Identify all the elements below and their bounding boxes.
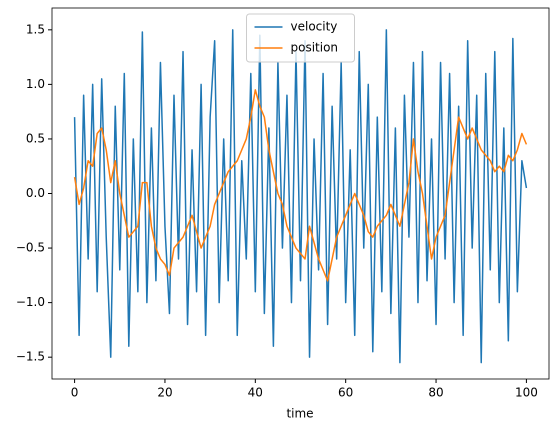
y-tick-label: −0.5: [16, 241, 45, 255]
x-tick-label: 20: [157, 386, 172, 400]
data-line: [73, 89, 528, 282]
legend-label: position: [291, 41, 339, 55]
legend-box: [246, 13, 355, 63]
x-axis-label: time: [286, 407, 313, 421]
y-tick-label: 0.5: [26, 131, 45, 145]
x-tick-label: 0: [71, 386, 79, 400]
x-tick-label: 80: [428, 386, 443, 400]
x-tick-label: 40: [248, 386, 263, 400]
axes-frame: [51, 7, 550, 380]
x-tick-label: 100: [515, 386, 538, 400]
y-tick-label: 0.0: [26, 186, 45, 200]
x-tick-label: 60: [338, 386, 353, 400]
y-tick-label: −1.0: [16, 295, 45, 309]
data-line: [73, 29, 528, 364]
legend-label: velocity: [291, 20, 338, 34]
y-tick-label: −1.5: [16, 350, 45, 364]
y-tick-label: 1.5: [26, 22, 45, 36]
y-tick-label: 1.0: [26, 77, 45, 91]
